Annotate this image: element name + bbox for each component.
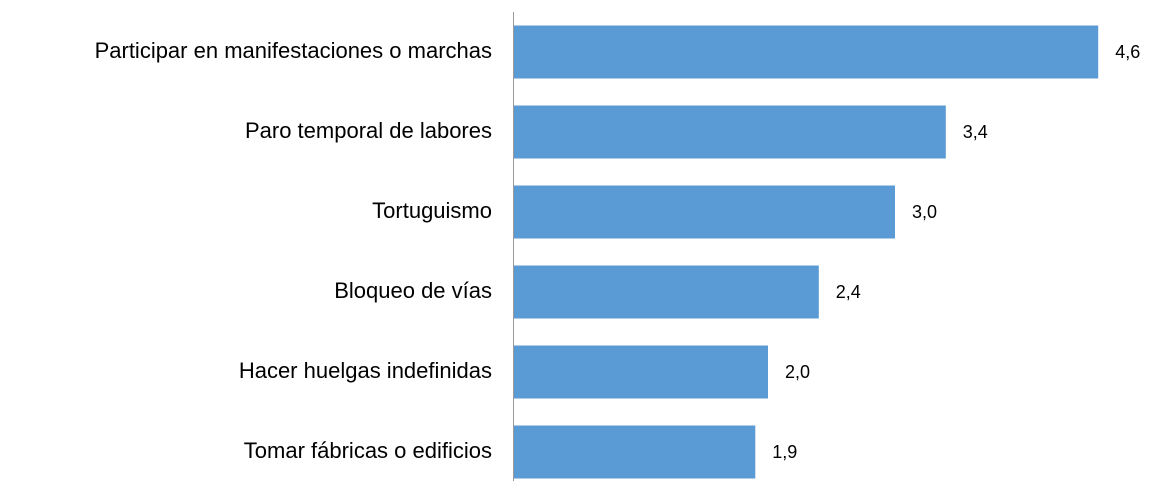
value-label: 3,0 [912,202,937,222]
value-label: 2,0 [785,362,810,382]
bar [514,105,946,159]
value-label: 4,6 [1115,42,1140,62]
bar [514,25,1099,79]
category-label: Bloqueo de vías [334,278,492,303]
bar [514,425,756,479]
value-label: 3,4 [963,122,988,142]
category-label: Hacer huelgas indefinidas [239,358,492,383]
category-label: Tortuguismo [372,198,492,223]
value-label: 1,9 [772,442,797,462]
bar [514,265,819,319]
bar [514,185,895,239]
category-label: Paro temporal de labores [245,118,492,143]
value-label: 2,4 [836,282,861,302]
category-label: Participar en manifestaciones o marchas [95,38,492,63]
category-label: Tomar fábricas o edificios [244,438,492,463]
bar [514,345,768,399]
